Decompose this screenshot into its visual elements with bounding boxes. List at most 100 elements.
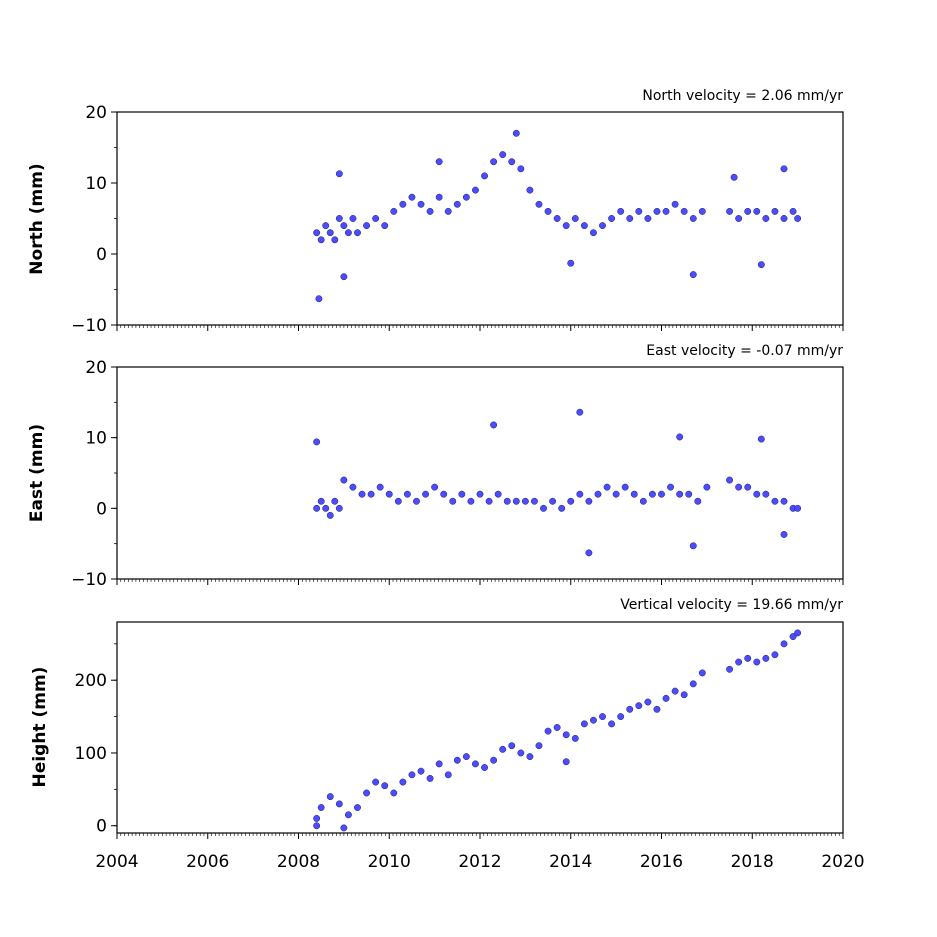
data-point [771,497,779,505]
data-point [639,497,647,505]
data-point [685,490,693,498]
y-tick-label: 20 [85,358,107,378]
data-point [676,490,684,498]
data-point [726,665,734,673]
data-point [617,713,625,721]
east-x-ticks [116,579,844,585]
data-point [671,200,679,208]
data-point [315,295,323,303]
data-point [381,222,389,230]
x-tick-label: 2012 [458,852,501,872]
data-point [594,490,602,498]
data-point [453,756,461,764]
data-point [444,771,452,779]
height-y-ticks: 200 100 0 [75,643,117,837]
data-point [503,497,511,505]
data-point [335,504,343,512]
data-point [794,504,802,512]
data-point [363,789,371,797]
data-point [658,490,665,498]
data-point [435,193,443,201]
north-velocity-title: North velocity = 2.06 mm/yr [642,88,843,104]
east-panel: East velocity = -0.07 mm/yr East (mm) 20… [27,343,844,590]
data-point [517,165,525,173]
data-point [680,691,688,699]
data-point [322,222,330,230]
data-point [726,207,734,215]
vertical-velocity-title: Vertical velocity = 19.66 mm/yr [620,597,843,613]
data-point [376,483,384,491]
height-points [313,629,802,832]
data-point [553,724,561,731]
data-point [390,789,398,797]
data-point [635,207,643,215]
data-point [331,497,339,505]
data-point [526,753,534,761]
data-point [599,222,606,230]
data-point [567,497,575,505]
y-tick-label: 10 [85,174,107,194]
data-point [576,490,584,498]
data-point [662,207,670,215]
north-axes-frame [116,111,844,326]
data-point [431,483,439,491]
data-point [313,504,321,512]
data-point [394,497,402,505]
data-point [385,490,393,498]
data-point [771,207,779,215]
data-point [354,804,361,811]
data-point [335,170,343,178]
x-tick-labels: 2004 2006 2008 2010 2012 2014 2016 2018 2020 [95,852,864,872]
data-point [444,207,452,215]
x-tick-label: 2008 [277,852,320,872]
data-point [780,165,788,173]
data-point [599,713,606,721]
data-point [499,745,507,753]
x-tick-label: 2004 [95,852,138,872]
data-point [499,151,507,159]
y-tick-label: −10 [71,570,107,590]
y-tick-label: 20 [85,103,107,123]
data-point [689,680,697,688]
data-point [349,483,357,491]
data-point [526,186,534,194]
data-point [730,173,738,181]
data-point [789,207,797,215]
data-point [562,222,570,230]
data-point [335,215,343,222]
data-point [521,497,529,505]
data-point [635,702,643,710]
height-axes-frame [116,621,844,834]
data-point [512,497,520,505]
data-point [680,207,688,215]
data-point [544,727,552,735]
data-point [481,172,488,180]
data-point [757,435,765,443]
data-point [735,483,743,491]
data-point [358,490,366,498]
data-point [753,207,761,215]
data-point [512,129,520,137]
east-ylabel: East (mm) [27,424,47,522]
data-point [317,236,325,244]
north-y-ticks: 20 10 0 −10 [71,103,117,336]
data-point [762,215,770,222]
data-point [617,207,625,215]
data-point [580,222,588,230]
data-point [467,497,475,505]
data-point [349,215,357,222]
data-point [771,651,779,659]
data-point [653,207,661,215]
data-point [326,511,334,519]
y-tick-label: −10 [71,316,107,336]
east-y-ticks: 20 10 0 −10 [71,358,117,590]
x-tick-label: 2018 [731,852,774,872]
data-point [585,497,593,505]
data-point [372,215,380,222]
data-point [780,497,788,505]
north-points [313,129,802,303]
data-point [580,720,588,728]
data-point [340,222,348,230]
data-point [689,215,697,222]
